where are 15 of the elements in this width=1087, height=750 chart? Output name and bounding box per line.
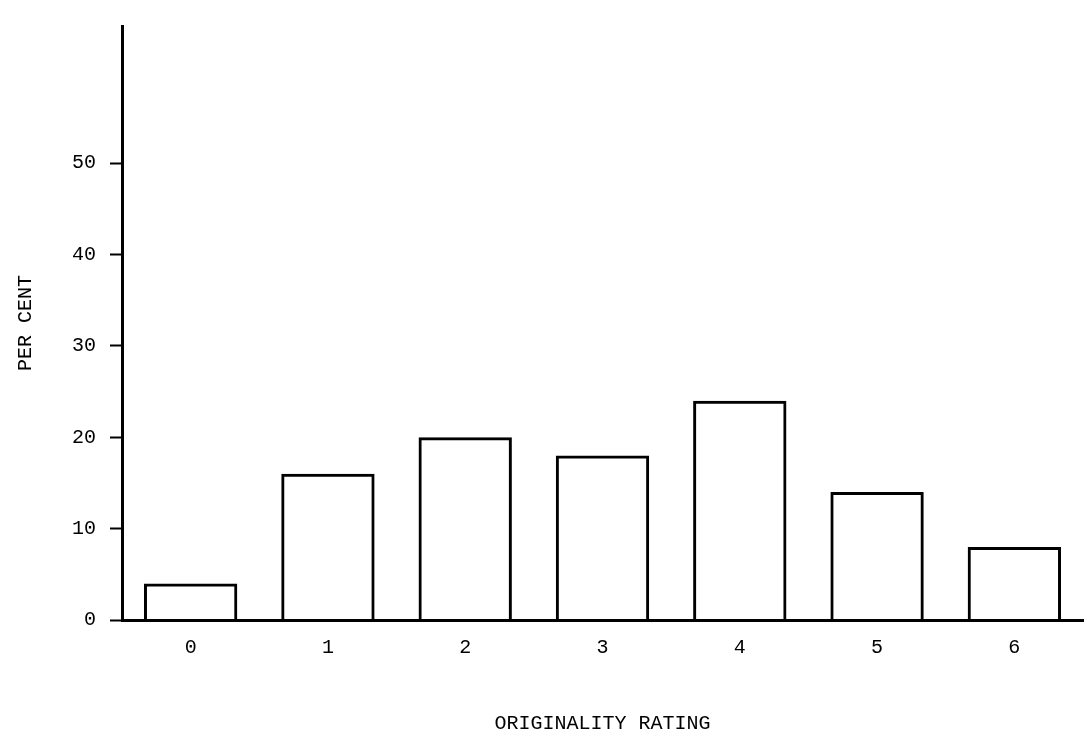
x-tick-label: 5 <box>871 636 884 660</box>
y-tick-label: 50 <box>71 151 96 175</box>
y-tick-label: 20 <box>71 425 96 449</box>
y-tick-label: 10 <box>71 516 96 540</box>
x-tick-label: 2 <box>459 636 472 660</box>
x-tick-label: 0 <box>184 636 197 660</box>
y-tick-label: 40 <box>71 242 96 266</box>
x-tick-label: 3 <box>596 636 609 660</box>
x-axis-title: ORIGINALITY RATING <box>494 712 711 736</box>
y-axis-title: PER CENT <box>14 274 38 372</box>
x-tick-label: 6 <box>1008 636 1021 660</box>
y-tick-label: 0 <box>83 608 96 632</box>
x-tick-label: 1 <box>321 636 334 660</box>
x-tick-label: 4 <box>733 636 746 660</box>
y-tick-label: 30 <box>71 334 96 358</box>
